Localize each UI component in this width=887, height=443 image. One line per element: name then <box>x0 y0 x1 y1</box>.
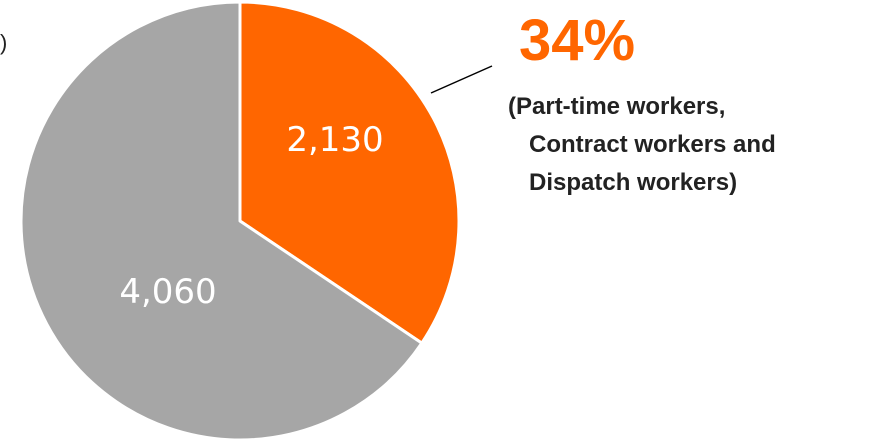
pie-slice <box>238 0 461 345</box>
pie-slices <box>19 0 461 442</box>
pie-slice-label: 2,130 <box>286 120 383 160</box>
callout-description-line: Dispatch workers) <box>529 169 738 196</box>
callout-leader-line <box>430 65 493 94</box>
pie-slice <box>19 0 424 442</box>
callout-description-line: Contract workers and <box>529 131 776 158</box>
callout-description-line: (Part-time workers, <box>508 93 726 120</box>
pie-slice-labels: 2,130 4,060 <box>119 120 383 312</box>
pie-slice-label: 4,060 <box>119 272 216 312</box>
cropped-text-fragment: ) <box>0 30 8 55</box>
callout-percent: 34% <box>519 8 636 73</box>
